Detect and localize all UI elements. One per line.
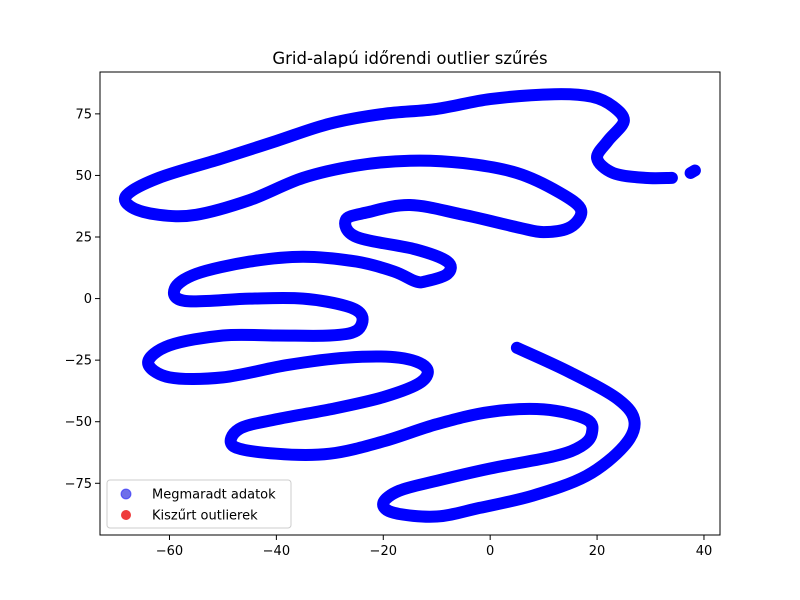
legend-marker-kept: [120, 488, 132, 500]
x-axis: −60 −40 −20 0 20 40: [156, 535, 712, 559]
x-tick-label: −20: [370, 544, 397, 559]
legend: Megmaradt adatok Kiszűrt outlierek: [106, 479, 292, 529]
legend-label-outliers: Kiszűrt outlierek: [152, 509, 258, 524]
axes-frame: [99, 71, 721, 536]
y-axis: −75 −50 −25 0 25 50 75: [65, 107, 100, 492]
series-0-trajectory-0: [118, 88, 678, 523]
chart-title: Grid-alapú időrendi outlier szűrés: [272, 49, 547, 68]
x-tick-label: −60: [156, 544, 183, 559]
y-tick-label: −50: [65, 415, 92, 430]
legend-marker-outliers: [121, 510, 131, 520]
series-0-trajectory-1: [684, 164, 701, 179]
x-tick-label: 20: [589, 544, 606, 559]
y-tick-label: 0: [84, 292, 92, 307]
x-tick-label: 40: [696, 544, 713, 559]
plot-area: [118, 88, 701, 523]
y-tick-label: −25: [65, 354, 92, 369]
y-tick-label: 75: [75, 107, 92, 122]
y-tick-label: 25: [75, 231, 92, 246]
y-tick-label: −75: [65, 477, 92, 492]
x-tick-label: −40: [263, 544, 290, 559]
legend-label-kept: Megmaradt adatok: [152, 488, 276, 503]
x-tick-label: 0: [486, 544, 494, 559]
y-tick-label: 50: [75, 169, 92, 184]
legend-box: [106, 479, 292, 529]
